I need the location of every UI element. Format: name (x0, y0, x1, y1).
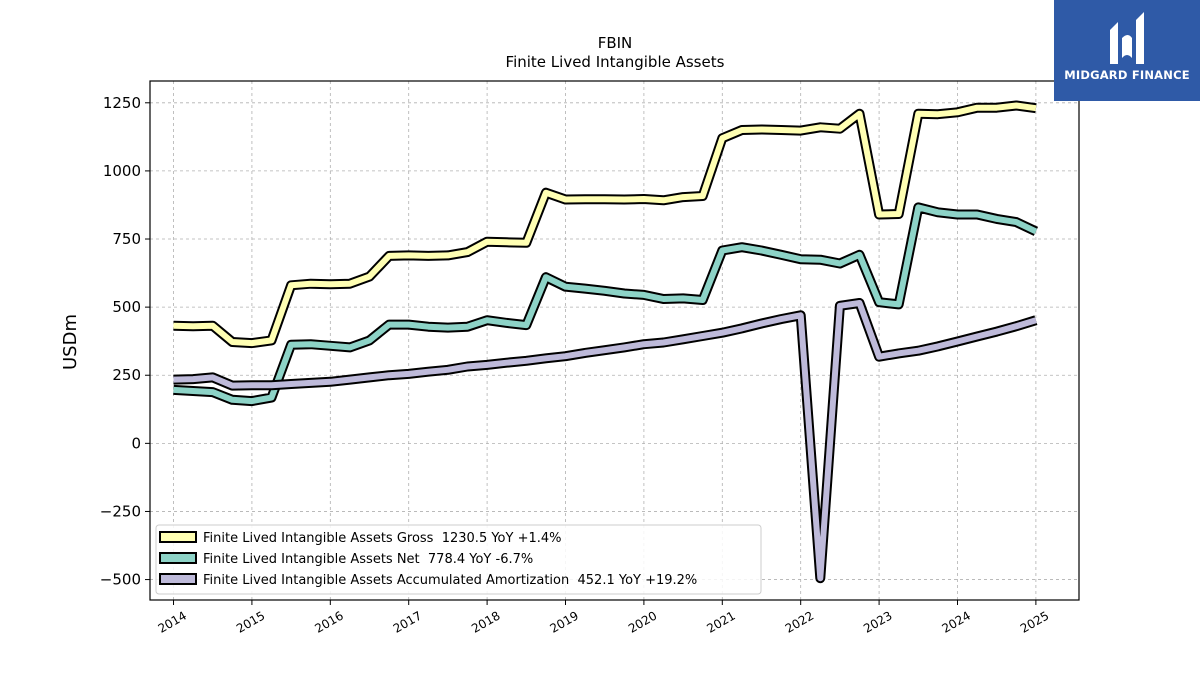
legend-label: Finite Lived Intangible Assets Net 778.4… (203, 552, 533, 567)
series-lines (173, 100, 1039, 584)
x-axis: 2014 2015 2016 2017 2018 2019 2020 2021 2022 2023… (156, 600, 1051, 636)
legend-swatch (159, 531, 197, 543)
y-tick-label: 1250 (103, 94, 141, 112)
legend-box (155, 524, 762, 595)
x-tick-label: 2024 (940, 608, 973, 635)
x-tick-label: 2020 (626, 608, 659, 635)
legend: Finite Lived Intangible Assets Gross 123… (155, 524, 762, 595)
series-line (173, 204, 1038, 405)
y-axis-label: USDm (60, 314, 81, 370)
x-tick-label: 2015 (234, 608, 267, 635)
midgard-finance-logo: MIDGARD FINANCE (1054, 0, 1200, 101)
legend-swatch (159, 552, 197, 564)
chart-subtitle: Finite Lived Intangible Assets (506, 53, 725, 71)
x-tick-label: 2019 (548, 608, 581, 635)
x-tick-label: 2022 (783, 608, 816, 635)
y-tick-label: 500 (112, 298, 141, 316)
x-tick-label: 2016 (312, 608, 345, 635)
x-tick-label: 2023 (861, 608, 894, 635)
series-line (173, 102, 1037, 347)
y-tick-label: 0 (131, 434, 141, 452)
y-tick-label: −250 (100, 502, 141, 520)
legend-label: Finite Lived Intangible Assets Accumulat… (203, 573, 697, 588)
plot-frame (149, 80, 1080, 601)
logo-text: MIDGARD FINANCE (1064, 68, 1190, 82)
x-tick-label: 2017 (391, 608, 424, 635)
x-tick-label: 2021 (704, 608, 737, 635)
chart-title: FBIN (598, 34, 633, 52)
legend-swatch (159, 573, 197, 585)
y-tick-label: 750 (112, 230, 141, 248)
y-tick-label: 1000 (103, 162, 141, 180)
legend-label: Finite Lived Intangible Assets Gross 123… (203, 531, 562, 546)
x-tick-label: 2018 (469, 608, 502, 635)
midgard-logo-icon (1110, 12, 1144, 64)
y-axis: −500 −250 0 250 500 750 1000 1250 (100, 94, 150, 589)
series-outline (173, 202, 1039, 407)
y-tick-label: 250 (112, 366, 141, 384)
y-tick-label: −500 (100, 571, 141, 589)
x-tick-label: 2025 (1018, 608, 1051, 635)
series-line (173, 300, 1037, 582)
x-tick-label: 2014 (156, 608, 189, 635)
